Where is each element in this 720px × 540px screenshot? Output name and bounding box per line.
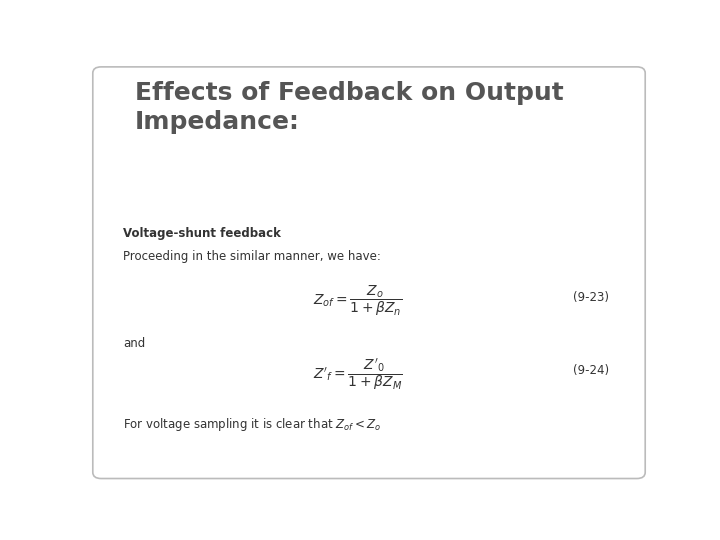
FancyBboxPatch shape — [93, 67, 645, 478]
Text: For voltage sampling it is clear that $Z_{of} < Z_o$: For voltage sampling it is clear that $Z… — [124, 416, 382, 433]
Text: $Z_{of} = \dfrac{Z_o}{1 + \beta Z_n}$: $Z_{of} = \dfrac{Z_o}{1 + \beta Z_n}$ — [313, 283, 402, 318]
Text: Voltage-shunt feedback: Voltage-shunt feedback — [124, 227, 282, 240]
Text: and: and — [124, 337, 145, 350]
Text: (9-23): (9-23) — [573, 292, 609, 305]
Text: (9-24): (9-24) — [573, 364, 609, 377]
Text: Proceeding in the similar manner, we have:: Proceeding in the similar manner, we hav… — [124, 250, 382, 263]
Text: Effects of Feedback on Output
Impedance:: Effects of Feedback on Output Impedance: — [135, 82, 563, 134]
Text: $Z'_{f} = \dfrac{Z'_0}{1 + \beta Z_M}$: $Z'_{f} = \dfrac{Z'_0}{1 + \beta Z_M}$ — [313, 356, 402, 392]
